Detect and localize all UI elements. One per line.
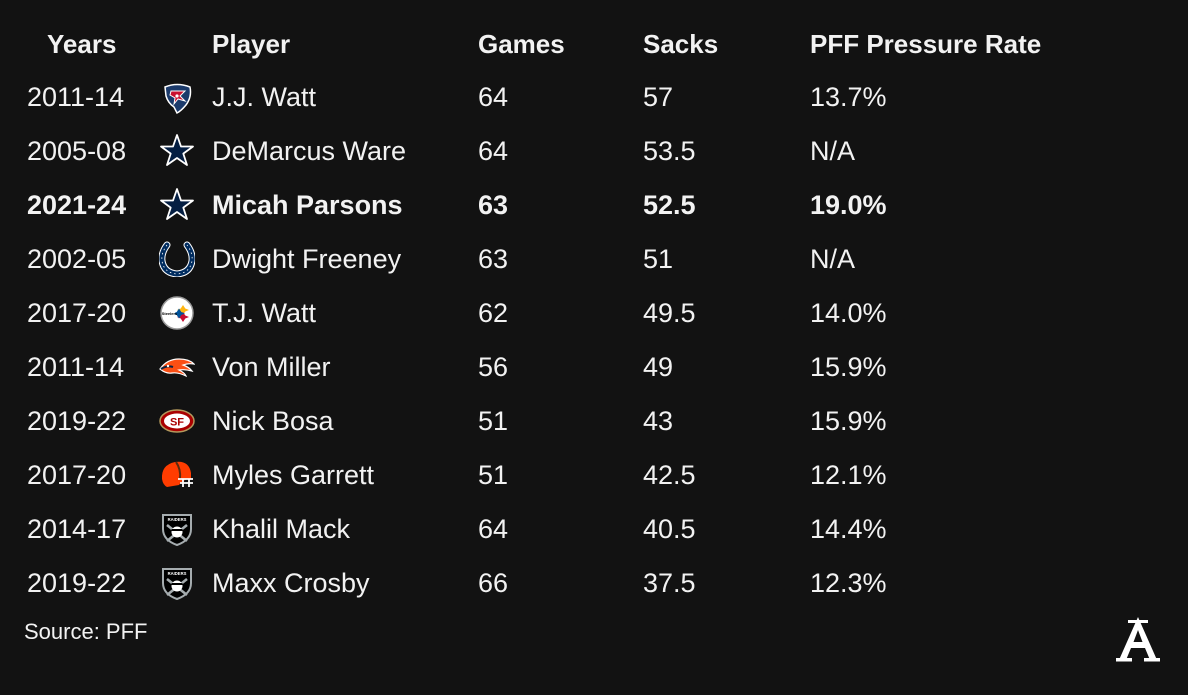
cell-player: Dwight Freeney <box>212 244 402 274</box>
cowboys-star-icon <box>160 188 194 220</box>
cell-games: 64 <box>478 82 509 112</box>
cell-sacks: 40.5 <box>643 514 696 544</box>
cell-player: Nick Bosa <box>212 406 334 436</box>
cell-years: 2014-17 <box>27 514 127 544</box>
raiders-shield-icon: RAIDERS <box>162 568 192 601</box>
cell-player: Maxx Crosby <box>212 568 370 598</box>
cell-years: 2019-22 <box>27 568 127 598</box>
table-row: 2021-24 Micah Parsons 63 52.5 19.0% <box>0 178 1188 232</box>
header-pressure-rate: PFF Pressure Rate <box>810 29 1042 59</box>
cell-years: 2002-05 <box>27 244 127 274</box>
cell-pressure-rate: 14.4% <box>810 514 887 544</box>
cowboys-star-icon <box>160 134 194 166</box>
cell-sacks: 52.5 <box>643 190 696 220</box>
table-row: 2017-20 T.J. Watt 62 49.5 14.0% Steelers <box>0 286 1188 340</box>
svg-text:Steelers: Steelers <box>162 311 178 316</box>
svg-text:SF: SF <box>170 417 184 429</box>
cell-sacks: 51 <box>643 244 674 274</box>
cell-games: 64 <box>478 514 509 544</box>
cell-pressure-rate: 15.9% <box>810 352 887 382</box>
cell-games: 64 <box>478 136 509 166</box>
cell-pressure-rate: 13.7% <box>810 82 887 112</box>
cell-player: Myles Garrett <box>212 460 375 490</box>
table-row: 2002-05 Dwight Freeney 63 51 N/A <box>0 232 1188 286</box>
browns-helmet-icon <box>161 461 193 487</box>
cell-sacks: 53.5 <box>643 136 696 166</box>
cell-games: 56 <box>478 352 509 382</box>
cell-games: 62 <box>478 298 509 328</box>
cell-pressure-rate: N/A <box>810 244 856 274</box>
header-player: Player <box>212 29 291 59</box>
cell-player: J.J. Watt <box>212 82 317 112</box>
cell-player: T.J. Watt <box>212 298 317 328</box>
steelers-logo-icon: Steelers <box>160 296 194 330</box>
table-row: 2019-22 Nick Bosa 51 43 15.9% SF <box>0 394 1188 448</box>
table-row: 2011-14 Von Miller 56 49 15.9% <box>0 340 1188 394</box>
cell-player: Micah Parsons <box>212 190 403 220</box>
svg-text:RAIDERS: RAIDERS <box>168 517 187 522</box>
colts-horseshoe-icon <box>159 241 195 277</box>
cell-years: 2011-14 <box>27 352 125 382</box>
cell-years: 2021-24 <box>27 190 127 220</box>
cell-games: 63 <box>478 190 509 220</box>
table-row: 2019-22 Maxx Crosby 66 37.5 12.3% RAIDERS <box>0 556 1188 610</box>
table-row: 2017-20 Myles Garrett 51 42.5 12.1% <box>0 448 1188 502</box>
cell-pressure-rate: 19.0% <box>810 190 887 220</box>
header-sacks: Sacks <box>643 29 719 59</box>
cell-years: 2019-22 <box>27 406 127 436</box>
cell-pressure-rate: 12.1% <box>810 460 887 490</box>
49ers-logo-icon: SF <box>159 409 195 433</box>
source-note: Source: PFF <box>24 619 148 644</box>
cell-games: 51 <box>478 406 509 436</box>
svg-text:RAIDERS: RAIDERS <box>168 571 187 576</box>
table-row: 2005-08 DeMarcus Ware 64 53.5 N/A <box>0 124 1188 178</box>
cell-player: Von Miller <box>212 352 331 382</box>
cell-player: DeMarcus Ware <box>212 136 407 166</box>
texans-logo-icon <box>164 83 192 115</box>
cell-sacks: 43 <box>643 406 674 436</box>
cell-pressure-rate: 14.0% <box>810 298 887 328</box>
cell-years: 2011-14 <box>27 82 125 112</box>
header-games: Games <box>478 29 565 59</box>
cell-player: Khalil Mack <box>212 514 351 544</box>
cell-games: 51 <box>478 460 509 490</box>
athletic-logo-icon <box>1116 617 1160 662</box>
cell-pressure-rate: 15.9% <box>810 406 887 436</box>
cell-pressure-rate: N/A <box>810 136 856 166</box>
cell-games: 66 <box>478 568 509 598</box>
cell-sacks: 49 <box>643 352 674 382</box>
cell-sacks: 49.5 <box>643 298 696 328</box>
raiders-shield-icon: RAIDERS <box>162 514 192 547</box>
header-years: Years <box>47 29 117 59</box>
cell-years: 2017-20 <box>27 298 127 328</box>
cell-sacks: 42.5 <box>643 460 696 490</box>
cell-games: 63 <box>478 244 509 274</box>
table-row: 2014-17 Khalil Mack 64 40.5 14.4% RAIDERS <box>0 502 1188 556</box>
table-row: 2011-14 J.J. Watt 64 57 13.7% <box>0 70 1188 124</box>
cell-years: 2005-08 <box>27 136 127 166</box>
cell-pressure-rate: 12.3% <box>810 568 887 598</box>
cell-sacks: 57 <box>643 82 674 112</box>
cell-sacks: 37.5 <box>643 568 696 598</box>
cell-years: 2017-20 <box>27 460 127 490</box>
broncos-logo-icon <box>159 358 195 378</box>
